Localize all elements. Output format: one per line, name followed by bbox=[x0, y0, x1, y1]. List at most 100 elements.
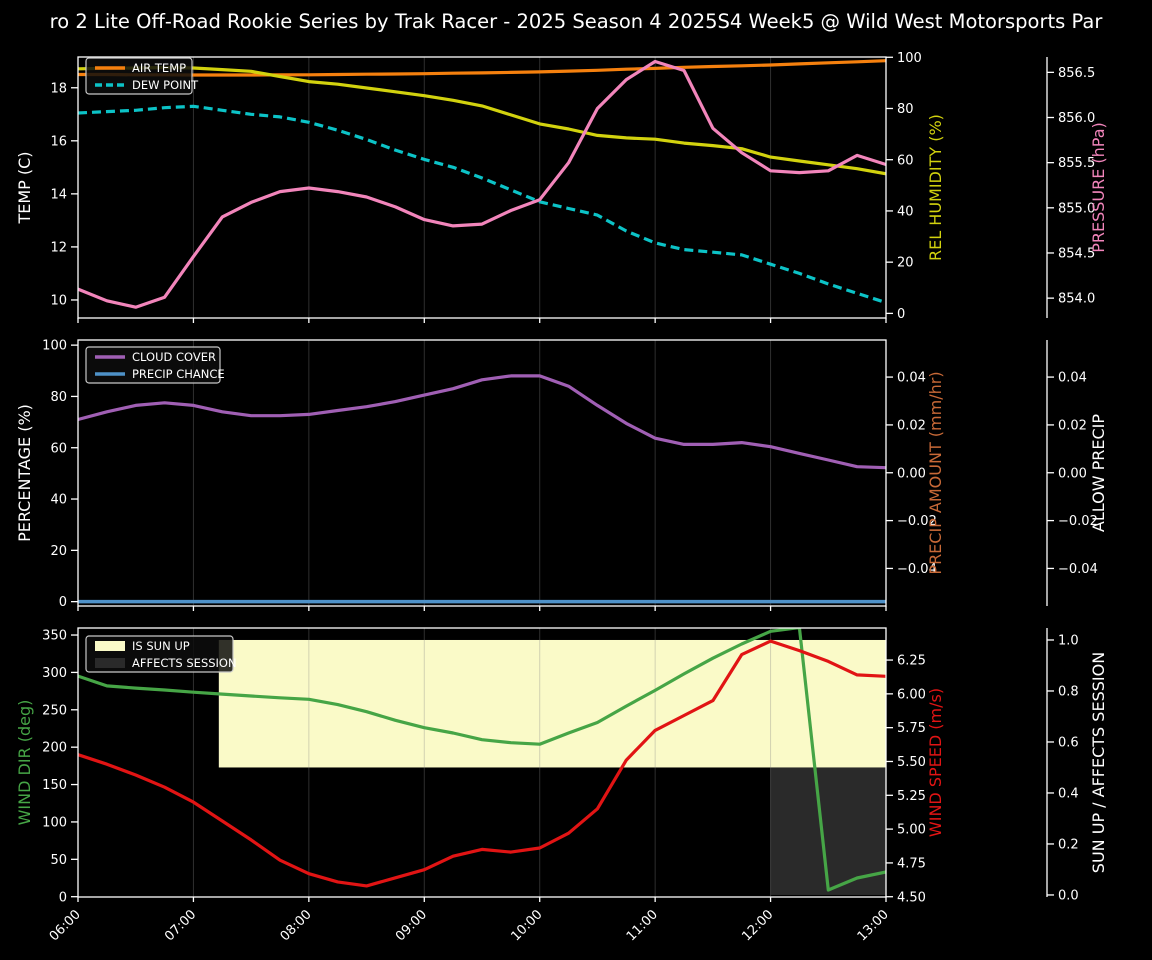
region-affects-session bbox=[770, 767, 886, 895]
y-tick-label: 0.04 bbox=[1058, 371, 1087, 386]
y-tick-label: 0.4 bbox=[1058, 787, 1079, 802]
y-tick-label: 60 bbox=[50, 441, 67, 456]
series-pressure bbox=[78, 59, 886, 309]
y-tick-label: 40 bbox=[50, 493, 67, 508]
temperature-panel: 10 12 14 16 18 0 20 40 60 80 100 854.0 854.5 855.0 855… bbox=[15, 51, 1108, 323]
y-tick-label: 16 bbox=[50, 134, 67, 149]
y-tick-label: 40 bbox=[897, 204, 914, 219]
y-tick-label: 1.0 bbox=[1058, 634, 1079, 649]
legend-label: AIR TEMP bbox=[132, 61, 186, 75]
legend: IS SUN UP AFFECTS SESSION bbox=[85, 635, 237, 673]
y-tick-label: 200 bbox=[42, 741, 67, 756]
y-tick-label: 5.00 bbox=[897, 823, 926, 838]
x-tick-label: 10:00 bbox=[508, 907, 545, 944]
y-tick-label: 80 bbox=[50, 390, 67, 405]
y-tick-label: −0.02 bbox=[1058, 514, 1098, 529]
x-tick-label: 06:00 bbox=[47, 907, 84, 944]
y-tick-label: 20 bbox=[897, 256, 914, 271]
series-rel-humidity bbox=[78, 65, 886, 176]
y-tick-label: 100 bbox=[897, 51, 922, 66]
y-tick-label: 0.8 bbox=[1058, 685, 1079, 700]
y-tick-label: 12 bbox=[50, 240, 67, 255]
y-tick-label: 0.02 bbox=[1058, 418, 1087, 433]
y-tick-label: 100 bbox=[42, 339, 67, 354]
legend-label: AFFECTS SESSION bbox=[132, 656, 237, 670]
y-tick-label: 80 bbox=[897, 102, 914, 117]
y-tick-label: 0.0 bbox=[1058, 889, 1079, 904]
title-row: ro 2 Lite Off-Road Rookie Series by Trak… bbox=[0, 4, 1152, 38]
y-tick-label: 4.50 bbox=[897, 890, 926, 905]
y-tick-label: 50 bbox=[50, 853, 67, 868]
y-tick-label: 855.0 bbox=[1058, 201, 1095, 216]
series-air-temp bbox=[78, 59, 886, 77]
legend-swatch bbox=[95, 641, 125, 651]
y-tick-label: 0.02 bbox=[897, 418, 926, 433]
y-tick-label: 250 bbox=[42, 703, 67, 718]
x-tick-label: 09:00 bbox=[393, 907, 430, 944]
y-tick-label: 0.00 bbox=[1058, 466, 1087, 481]
axis-label: PRECIP AMOUNT (mm/hr) bbox=[926, 371, 945, 574]
y-tick-label: 0.00 bbox=[897, 466, 926, 481]
region-is-sun-up bbox=[218, 639, 886, 768]
axis-label: SUN UP / AFFECTS SESSION bbox=[1089, 652, 1108, 873]
y-tick-label: 10 bbox=[50, 294, 67, 309]
x-tick-label: 07:00 bbox=[162, 907, 199, 944]
precipitation-panel: 0 20 40 60 80 100 −0.04 −0.02 0.00 0.02 0.04 −0.04 −… bbox=[15, 339, 1108, 611]
panel-border bbox=[77, 627, 887, 898]
series-cloud-cover bbox=[78, 374, 886, 470]
y-tick-label: 855.5 bbox=[1058, 156, 1095, 171]
x-tick-label: 08:00 bbox=[278, 907, 315, 944]
y-tick-label: 5.50 bbox=[897, 755, 926, 770]
y-tick-label: 856.5 bbox=[1058, 66, 1095, 81]
legend: CLOUD COVER PRECIP CHANCE bbox=[85, 346, 225, 384]
chart-title: ro 2 Lite Off-Road Rookie Series by Trak… bbox=[49, 9, 1103, 33]
legend-label: IS SUN UP bbox=[132, 639, 190, 653]
y-tick-label: 4.75 bbox=[897, 856, 926, 871]
y-tick-label: 14 bbox=[50, 187, 67, 202]
series-wind-speed bbox=[78, 639, 886, 888]
axis-label: PRESSURE (hPa) bbox=[1089, 122, 1108, 253]
y-tick-label: 0.04 bbox=[897, 371, 926, 386]
y-tick-label: 20 bbox=[50, 544, 67, 559]
x-tick-label: 13:00 bbox=[855, 907, 892, 944]
y-tick-label: 0.2 bbox=[1058, 838, 1079, 853]
y-tick-label: 0 bbox=[59, 890, 67, 905]
x-tick-label: 12:00 bbox=[739, 907, 776, 944]
y-tick-label: 350 bbox=[42, 629, 67, 644]
y-tick-label: 5.75 bbox=[897, 721, 926, 736]
legend-label: PRECIP CHANCE bbox=[132, 367, 225, 381]
axis-label: WIND DIR (deg) bbox=[15, 700, 34, 826]
panel-border bbox=[77, 56, 887, 319]
y-tick-label: −0.04 bbox=[897, 562, 937, 577]
axis-label: ALLOW PRECIP bbox=[1089, 414, 1108, 532]
y-tick-label: 0 bbox=[897, 307, 905, 322]
y-tick-label: 5.25 bbox=[897, 789, 926, 804]
axis-label: WIND SPEED (m/s) bbox=[926, 688, 945, 837]
y-tick-label: 60 bbox=[897, 153, 914, 168]
axis-label: REL HUMIDITY (%) bbox=[926, 114, 945, 261]
y-tick-label: 0 bbox=[59, 595, 67, 610]
y-tick-label: −0.02 bbox=[897, 514, 937, 529]
y-tick-label: 0.6 bbox=[1058, 736, 1079, 751]
wind-panel: 0 50 100 150 200 250 300 350 4.50 4.75 5.00 5.25 5.5… bbox=[15, 627, 1108, 944]
y-tick-label: 18 bbox=[50, 81, 67, 96]
y-tick-label: 854.5 bbox=[1058, 247, 1095, 262]
y-tick-label: −0.04 bbox=[1058, 562, 1098, 577]
y-tick-label: 6.00 bbox=[897, 687, 926, 702]
axis-label: PERCENTAGE (%) bbox=[15, 404, 34, 542]
x-tick-label: 11:00 bbox=[624, 907, 661, 944]
y-tick-label: 6.25 bbox=[897, 654, 926, 669]
y-tick-label: 150 bbox=[42, 778, 67, 793]
legend: AIR TEMP DEW POINT bbox=[85, 57, 199, 95]
series-dew-point bbox=[78, 104, 886, 305]
y-tick-label: 854.0 bbox=[1058, 292, 1095, 307]
legend-label: DEW POINT bbox=[132, 78, 199, 92]
legend-label: CLOUD COVER bbox=[132, 350, 216, 364]
legend-swatch bbox=[95, 658, 125, 668]
y-tick-label: 300 bbox=[42, 666, 67, 681]
y-tick-label: 100 bbox=[42, 815, 67, 830]
y-tick-label: 856.0 bbox=[1058, 111, 1095, 126]
axis-label: TEMP (C) bbox=[15, 151, 34, 224]
